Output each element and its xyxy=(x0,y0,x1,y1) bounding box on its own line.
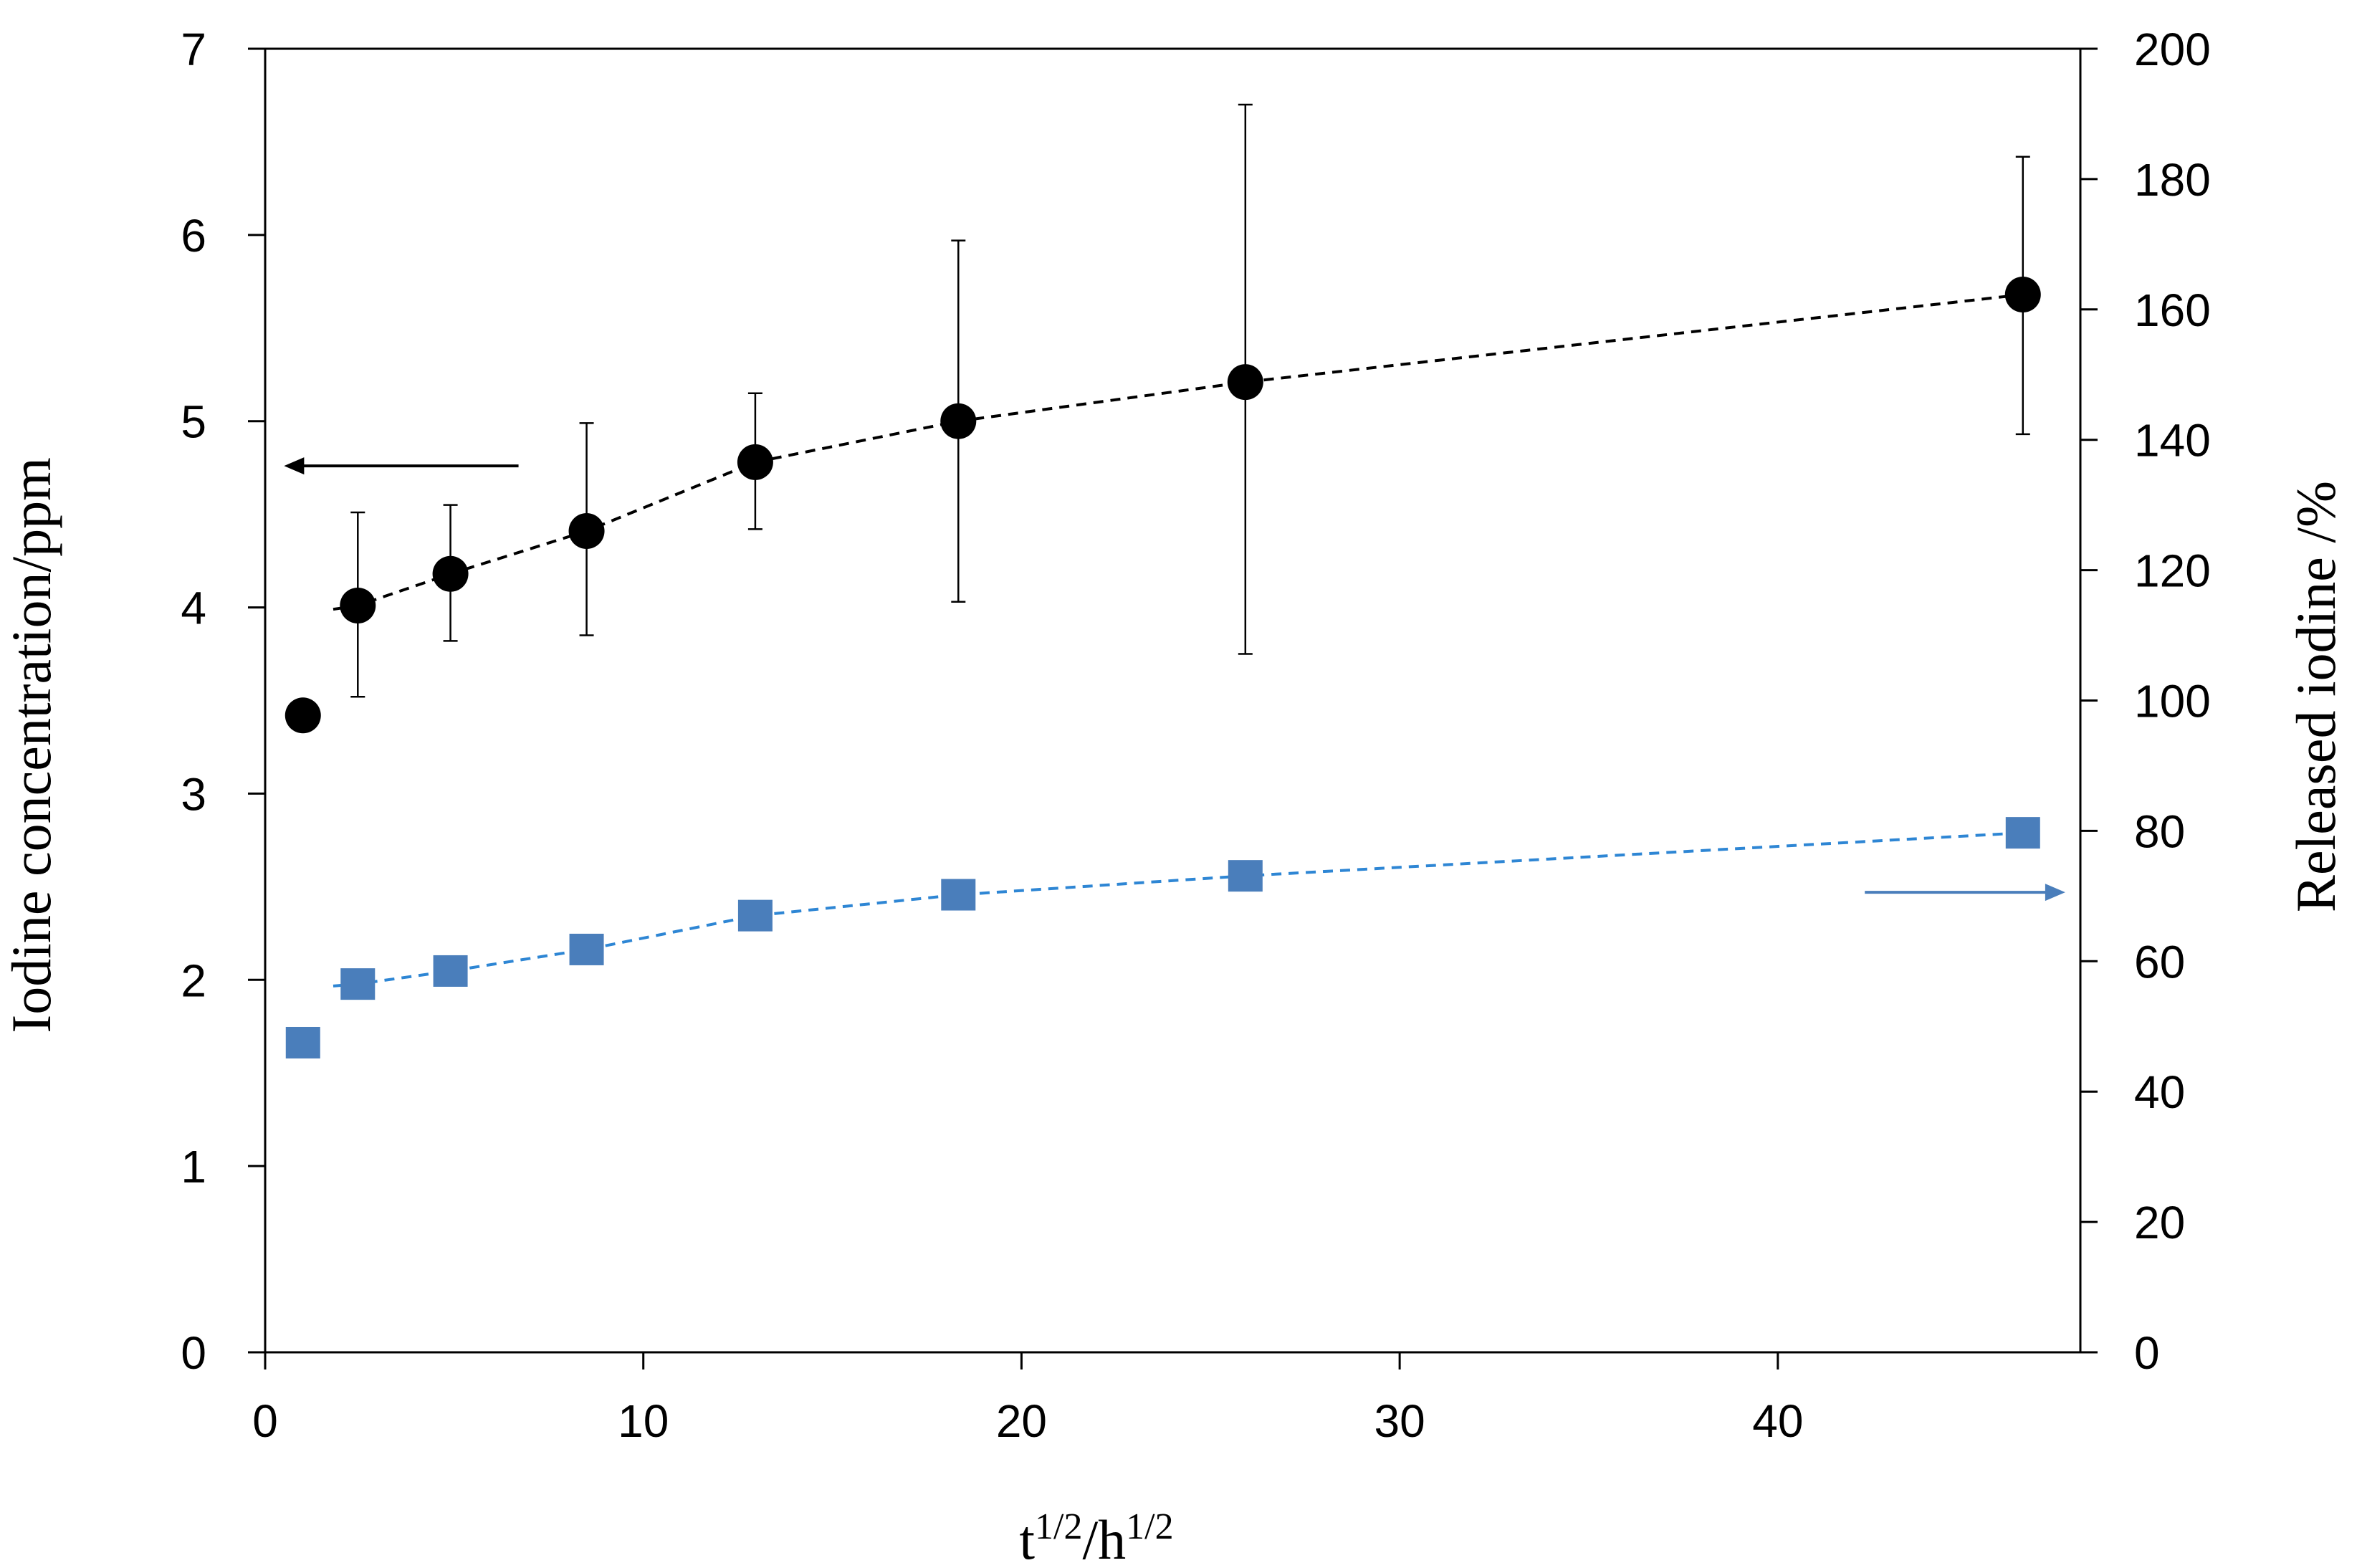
y-right-tick-label: 120 xyxy=(2134,545,2211,597)
y-axis-right-title: Released iodine /% xyxy=(2285,481,2347,912)
arrow-to-right-axis xyxy=(1865,884,2065,902)
y-left-tick-label: 3 xyxy=(181,768,206,820)
released-data-point xyxy=(941,879,976,911)
y-left-tick-label: 6 xyxy=(181,210,206,262)
concentration-data-point xyxy=(285,697,321,734)
y-right-tick-label: 60 xyxy=(2134,936,2185,988)
x-tick-label: 0 xyxy=(252,1395,278,1447)
x-axis-title-superscript: 1/2 xyxy=(1035,1506,1082,1547)
x-tick-label: 40 xyxy=(1752,1395,1803,1447)
released-data-point xyxy=(569,933,604,965)
released-data-point xyxy=(737,899,773,932)
y-right-tick-label: 200 xyxy=(2134,24,2211,75)
x-axis-title-part: /h xyxy=(1083,1509,1127,1568)
concentration-data-point xyxy=(432,555,469,592)
released-data-point xyxy=(340,968,376,1000)
concentration-data-point xyxy=(2004,277,2041,313)
released-data-point xyxy=(2005,817,2040,849)
data-markers xyxy=(285,277,2041,1058)
arrow-head xyxy=(2045,884,2065,902)
y-left-tick-label: 2 xyxy=(181,955,206,1006)
axes: 0 10 20 30 40 0 1 2 3 4 5 6 7 0 20 40 60 80 100 120 140 160 18… xyxy=(181,24,2210,1447)
concentration-data-point xyxy=(737,444,773,480)
concentration-data-point xyxy=(1227,364,1263,401)
x-tick-label: 30 xyxy=(1374,1395,1425,1447)
x-tick-label: 20 xyxy=(996,1395,1047,1447)
released-data-point xyxy=(433,955,468,987)
y-left-tick-label: 5 xyxy=(181,396,206,448)
x-axis-title-superscript: 1/2 xyxy=(1126,1506,1173,1547)
arrow-head xyxy=(284,457,305,475)
y-left-tick-label: 1 xyxy=(181,1141,206,1192)
y-right-tick-label: 160 xyxy=(2134,285,2211,336)
concentration-data-point xyxy=(940,403,977,439)
y-right-tick-label: 80 xyxy=(2134,805,2185,857)
y-right-tick-label: 100 xyxy=(2134,676,2211,727)
y-right-tick-label: 180 xyxy=(2134,154,2211,206)
error-bars xyxy=(350,103,2030,698)
annotation-arrows xyxy=(284,457,2065,902)
y-right-tick-label: 140 xyxy=(2134,415,2211,467)
concentration-data-point xyxy=(568,513,605,550)
released-data-point xyxy=(285,1026,320,1058)
y-left-tick-label: 0 xyxy=(181,1327,206,1379)
released-data-point xyxy=(1228,860,1263,892)
plot-frame xyxy=(264,47,2082,1354)
y-left-tick-label: 7 xyxy=(181,24,206,75)
y-right-tick-label: 40 xyxy=(2134,1066,2185,1118)
trend-lines xyxy=(333,293,2024,988)
x-tick-label: 10 xyxy=(618,1395,669,1447)
x-axis-title: t1/2/h1/2 xyxy=(1019,1506,1173,1568)
y-axis-left-title: Iodine concentration/ppm xyxy=(0,457,62,1033)
arrow-to-left-axis xyxy=(284,457,519,475)
y-left-tick-label: 4 xyxy=(181,583,206,634)
y-right-tick-label: 20 xyxy=(2134,1197,2185,1248)
y-right-tick-label: 0 xyxy=(2134,1327,2160,1379)
concentration-data-point xyxy=(340,587,376,623)
x-axis-title-part: t xyxy=(1019,1509,1035,1568)
